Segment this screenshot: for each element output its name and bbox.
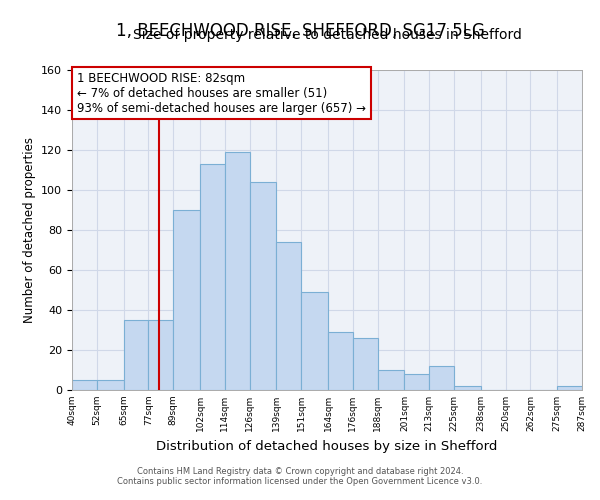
Bar — [97, 380, 124, 390]
Text: Contains HM Land Registry data © Crown copyright and database right 2024.: Contains HM Land Registry data © Crown c… — [137, 467, 463, 476]
Text: 1, BEECHWOOD RISE, SHEFFORD, SG17 5LG: 1, BEECHWOOD RISE, SHEFFORD, SG17 5LG — [116, 22, 484, 40]
Bar — [148, 320, 173, 390]
Bar — [404, 374, 429, 390]
Bar — [353, 338, 377, 390]
Bar — [200, 164, 225, 390]
Bar — [173, 210, 200, 390]
Bar — [377, 370, 404, 390]
Bar — [124, 320, 148, 390]
Bar — [277, 242, 301, 390]
Bar — [301, 292, 328, 390]
Title: Size of property relative to detached houses in Shefford: Size of property relative to detached ho… — [133, 28, 521, 42]
X-axis label: Distribution of detached houses by size in Shefford: Distribution of detached houses by size … — [157, 440, 497, 452]
Text: 1 BEECHWOOD RISE: 82sqm
← 7% of detached houses are smaller (51)
93% of semi-det: 1 BEECHWOOD RISE: 82sqm ← 7% of detached… — [77, 72, 366, 114]
Y-axis label: Number of detached properties: Number of detached properties — [23, 137, 35, 323]
Bar — [250, 182, 277, 390]
Bar — [328, 332, 353, 390]
Bar — [429, 366, 454, 390]
Bar — [454, 386, 481, 390]
Bar — [557, 386, 582, 390]
Bar — [225, 152, 250, 390]
Text: Contains public sector information licensed under the Open Government Licence v3: Contains public sector information licen… — [118, 477, 482, 486]
Bar — [72, 380, 97, 390]
